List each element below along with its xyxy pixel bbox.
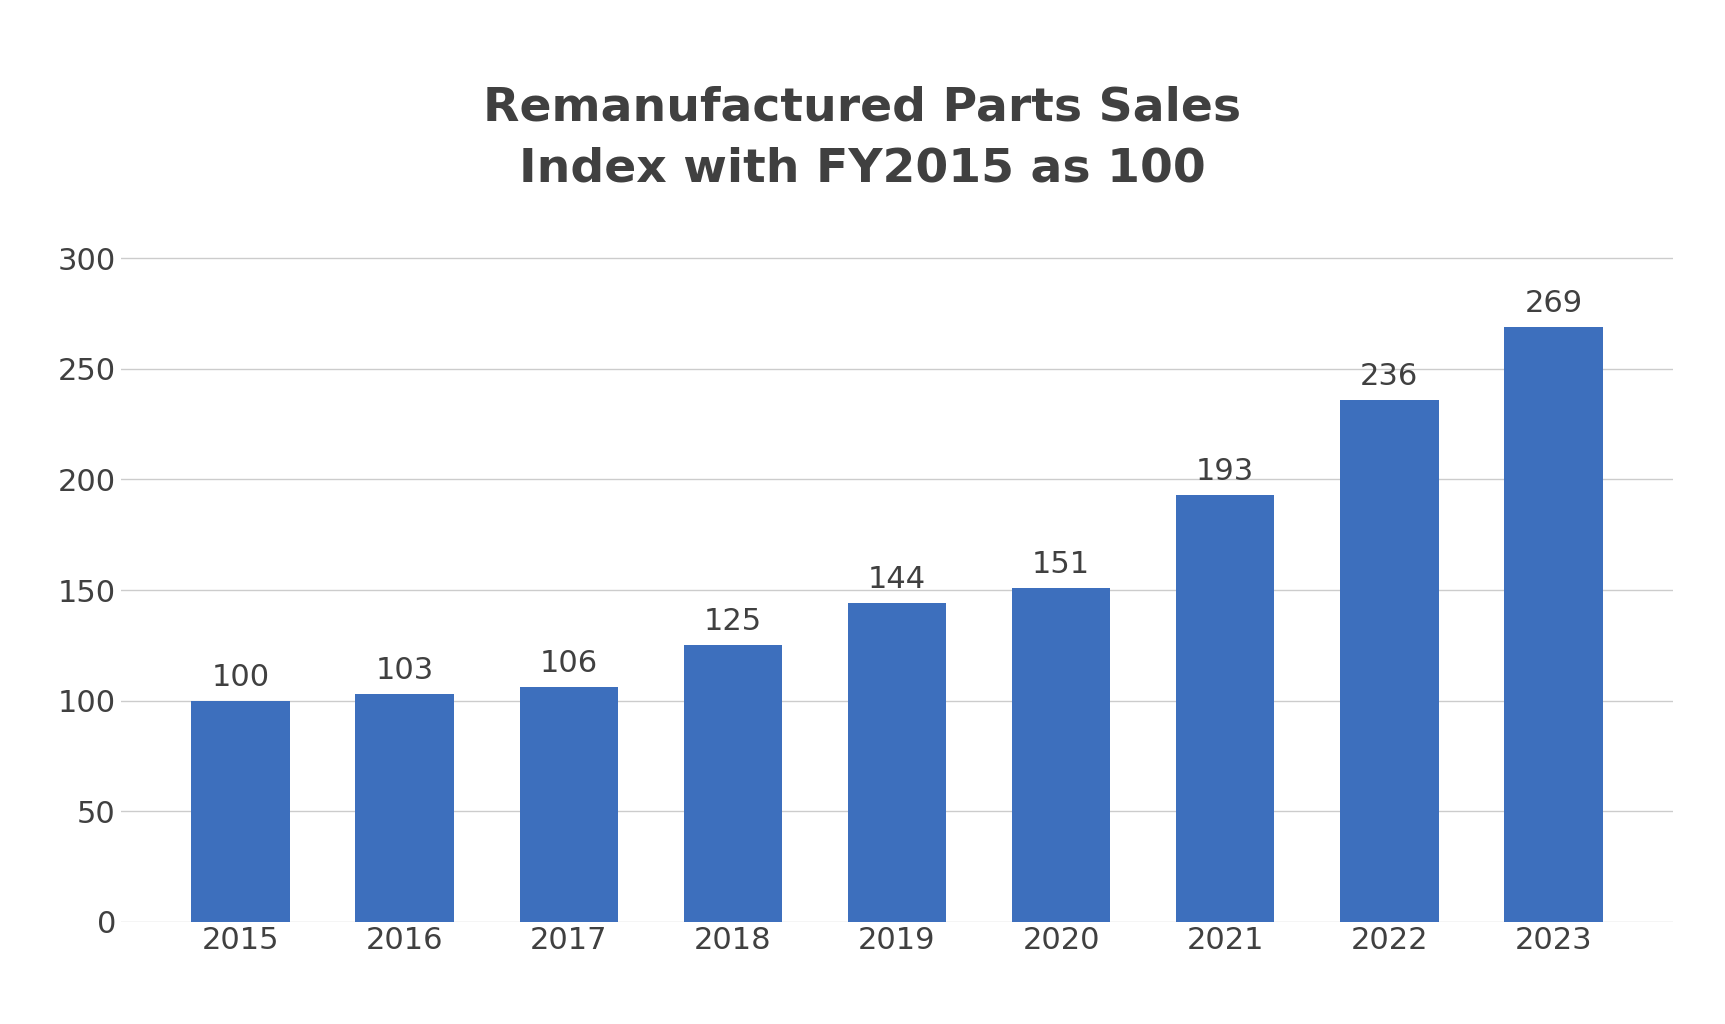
Bar (355, 694, 454, 922)
Text: 236: 236 (1361, 362, 1418, 391)
Bar (1340, 400, 1439, 922)
Bar (519, 687, 618, 922)
Text: 144: 144 (868, 565, 926, 595)
Bar (683, 645, 781, 922)
Bar (191, 700, 290, 922)
Bar (847, 603, 947, 922)
Text: Remanufactured Parts Sales: Remanufactured Parts Sales (483, 85, 1242, 130)
Text: 125: 125 (704, 607, 762, 637)
Text: 100: 100 (212, 663, 269, 691)
Text: 193: 193 (1195, 457, 1254, 486)
Text: 151: 151 (1032, 550, 1090, 579)
Text: Index with FY2015 as 100: Index with FY2015 as 100 (519, 146, 1206, 191)
Text: 269: 269 (1525, 289, 1582, 318)
Text: 106: 106 (540, 649, 599, 679)
Text: 103: 103 (376, 656, 433, 685)
Bar (1013, 588, 1111, 922)
Bar (1504, 327, 1603, 922)
Bar (1176, 495, 1275, 922)
